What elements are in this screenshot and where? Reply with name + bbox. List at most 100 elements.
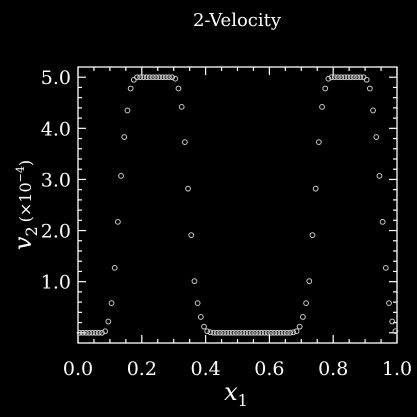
data-point: [89, 329, 96, 336]
x-tick-label: 0.2: [127, 358, 157, 380]
x-axis-label-main: x: [224, 378, 238, 406]
data-point: [146, 74, 153, 81]
data-point: [127, 85, 134, 92]
data-point: [331, 74, 338, 81]
data-point: [220, 329, 227, 336]
data-point: [287, 329, 294, 336]
y-axis-label-exponent: −4: [14, 166, 27, 182]
data-point: [143, 74, 150, 81]
data-point: [169, 74, 176, 81]
data-point: [207, 329, 214, 336]
data-point: [277, 329, 284, 336]
data-point: [280, 329, 287, 336]
data-point: [386, 300, 392, 307]
data-points: [76, 74, 399, 336]
data-point: [178, 103, 185, 110]
y-axis-label: v2 (×10−4): [9, 160, 41, 250]
x-tick-label: 0.6: [254, 358, 284, 380]
data-point: [366, 85, 373, 92]
data-point: [134, 74, 140, 81]
data-point: [210, 329, 217, 336]
data-point: [312, 185, 319, 192]
data-point: [373, 134, 380, 140]
data-point: [130, 76, 137, 83]
data-point: [76, 329, 83, 336]
data-point: [153, 74, 160, 81]
data-point: [166, 74, 172, 81]
data-point: [299, 314, 306, 320]
y-axis-label-main: v: [9, 236, 37, 250]
data-point: [236, 329, 242, 336]
data-point: [140, 74, 147, 81]
data-point: [315, 139, 322, 146]
data-point: [354, 74, 361, 81]
data-point: [172, 75, 179, 82]
data-point: [99, 329, 105, 336]
data-point: [347, 74, 354, 81]
data-point: [175, 85, 182, 92]
data-point: [389, 318, 396, 325]
data-point: [258, 329, 265, 336]
data-point: [242, 329, 249, 336]
data-point: [328, 74, 335, 81]
data-point: [252, 329, 258, 336]
data-point: [188, 232, 195, 239]
data-point: [95, 329, 102, 336]
data-point: [229, 329, 236, 336]
data-point: [213, 329, 220, 336]
data-point: [79, 329, 86, 336]
data-point: [245, 329, 252, 336]
y-tick-label: 5.0: [41, 67, 71, 89]
data-point: [102, 328, 109, 335]
data-point: [201, 323, 207, 330]
data-point: [248, 329, 255, 336]
data-point: [268, 329, 274, 336]
y-axis-label-scale: (×10: [16, 182, 35, 222]
data-point: [223, 329, 230, 336]
y-tick-label: 2.0: [41, 221, 71, 243]
x-axis-label: x1: [224, 378, 248, 410]
chart-title: 2-Velocity: [193, 10, 282, 31]
data-point: [309, 232, 316, 239]
x-tick-label: 0.0: [63, 358, 93, 380]
data-point: [92, 329, 99, 336]
data-point: [121, 134, 128, 140]
data-point: [108, 300, 115, 307]
data-point: [264, 329, 271, 336]
data-point: [255, 329, 262, 336]
data-point: [217, 329, 223, 336]
data-point: [338, 74, 345, 81]
data-point: [114, 218, 121, 225]
data-point: [376, 172, 383, 179]
data-point: [370, 107, 376, 114]
data-point: [124, 107, 131, 114]
data-point: [379, 218, 386, 225]
data-point: [357, 74, 364, 81]
data-point: [325, 75, 332, 82]
data-point: [162, 74, 169, 81]
y-axis-label-scale-close: ): [16, 160, 35, 166]
y-tick-label: 1.0: [41, 272, 71, 294]
data-point: [335, 74, 341, 81]
data-point: [344, 74, 351, 81]
y-axis-label-sub: 2: [22, 226, 41, 236]
data-point: [319, 103, 325, 110]
data-point: [290, 329, 297, 336]
data-point: [156, 74, 163, 81]
data-point: [204, 328, 211, 335]
data-point: [194, 300, 201, 307]
data-point: [159, 74, 166, 81]
data-point: [322, 85, 329, 92]
data-point: [341, 74, 348, 81]
data-point: [191, 278, 198, 285]
data-point: [293, 328, 300, 335]
data-point: [296, 323, 303, 330]
x-tick-label: 0.8: [318, 358, 348, 380]
data-point: [360, 74, 367, 81]
data-point: [274, 329, 281, 336]
data-point: [137, 74, 144, 81]
y-tick-label: 3.0: [41, 169, 71, 191]
axis-ticks: 0.0 0.2 0.4 0.6 0.8 1.0 1.0 2.0 3.0 4.0 5.0: [41, 67, 412, 380]
data-point: [181, 139, 188, 146]
